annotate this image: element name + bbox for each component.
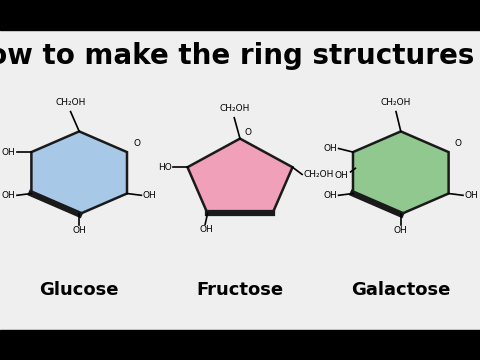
Text: HO: HO — [158, 163, 172, 172]
Text: O: O — [134, 139, 141, 148]
Text: OH: OH — [324, 144, 337, 153]
Text: CH₂OH: CH₂OH — [55, 98, 86, 107]
Text: Glucose: Glucose — [39, 281, 119, 299]
Text: CH₂OH: CH₂OH — [219, 104, 250, 113]
Text: O: O — [455, 139, 461, 148]
Text: OH: OH — [2, 148, 15, 157]
Text: OH: OH — [143, 191, 156, 200]
Polygon shape — [31, 131, 127, 214]
Text: Fructose: Fructose — [196, 281, 284, 299]
Bar — [0, 0, 480, 30]
Text: OH: OH — [2, 191, 15, 200]
Text: OH: OH — [72, 226, 86, 235]
Text: OH: OH — [335, 171, 348, 180]
Text: OH: OH — [199, 225, 213, 234]
Text: OH: OH — [394, 226, 408, 235]
Polygon shape — [353, 131, 449, 214]
Bar — [0, 330, 480, 360]
Text: Galactose: Galactose — [351, 281, 451, 299]
Text: CH₂OH: CH₂OH — [381, 98, 411, 107]
Text: OH: OH — [324, 191, 337, 200]
Text: CH₂OH: CH₂OH — [303, 170, 334, 179]
Text: O: O — [245, 128, 252, 137]
Text: How to make the ring structures of: How to make the ring structures of — [0, 42, 480, 70]
Polygon shape — [188, 139, 292, 213]
Text: OH: OH — [465, 191, 478, 200]
